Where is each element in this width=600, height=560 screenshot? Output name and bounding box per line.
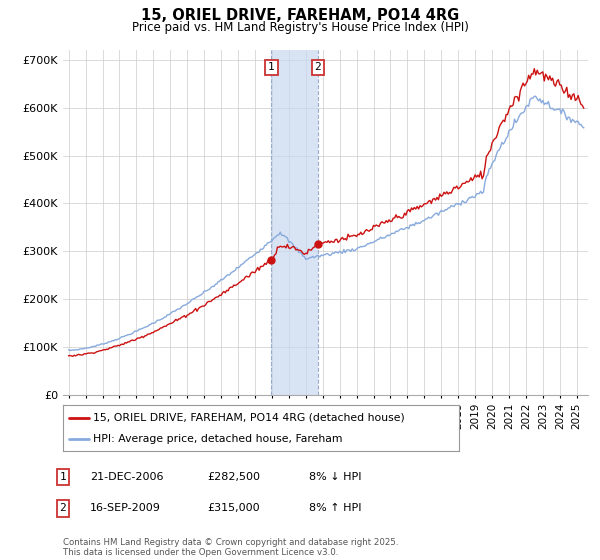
Text: 16-SEP-2009: 16-SEP-2009 [90,503,161,514]
Text: 8% ↑ HPI: 8% ↑ HPI [309,503,361,514]
Text: 15, ORIEL DRIVE, FAREHAM, PO14 4RG: 15, ORIEL DRIVE, FAREHAM, PO14 4RG [141,8,459,24]
Text: 8% ↓ HPI: 8% ↓ HPI [309,472,361,482]
Text: 2: 2 [59,503,67,514]
Text: 1: 1 [268,63,275,72]
Text: 15, ORIEL DRIVE, FAREHAM, PO14 4RG (detached house): 15, ORIEL DRIVE, FAREHAM, PO14 4RG (deta… [93,413,404,423]
Text: 2: 2 [314,63,321,72]
Text: £282,500: £282,500 [207,472,260,482]
Bar [271,50,318,395]
Text: 21-DEC-2006: 21-DEC-2006 [90,472,163,482]
Text: Price paid vs. HM Land Registry's House Price Index (HPI): Price paid vs. HM Land Registry's House … [131,21,469,34]
Text: £315,000: £315,000 [207,503,260,514]
Text: HPI: Average price, detached house, Fareham: HPI: Average price, detached house, Fare… [93,435,342,444]
Text: Contains HM Land Registry data © Crown copyright and database right 2025.
This d: Contains HM Land Registry data © Crown c… [63,538,398,557]
Text: 1: 1 [59,472,67,482]
